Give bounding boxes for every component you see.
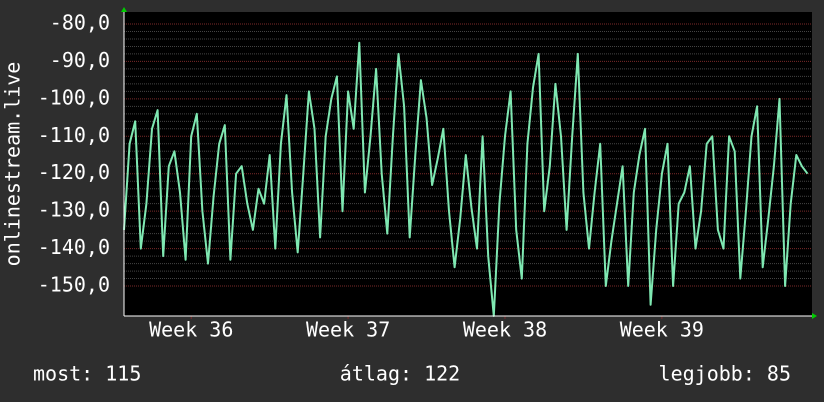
footer-best: legjobb: 85 <box>659 362 791 386</box>
x-tick-label: Week 38 <box>463 318 547 342</box>
y-tick-label: -100,0 <box>38 85 110 109</box>
y-tick-label: -140,0 <box>38 235 110 259</box>
x-axis-arrow <box>812 313 817 319</box>
x-tick-label: Week 37 <box>306 318 390 342</box>
plot-area <box>124 12 812 316</box>
y-tick-label: -120,0 <box>38 160 110 184</box>
y-tick-label: -130,0 <box>38 198 110 222</box>
y-tick-label: -150,0 <box>38 273 110 297</box>
data-line <box>123 41 809 317</box>
y-tick-label: -80,0 <box>50 10 110 34</box>
y-tick-label: -110,0 <box>38 123 110 147</box>
y-axis-label: onlinestream.live <box>1 62 25 267</box>
footer-average: átlag: 122 <box>340 362 460 386</box>
footer-current: most: 115 <box>33 362 141 386</box>
y-tick-label: -90,0 <box>50 48 110 72</box>
y-axis-arrow <box>121 7 127 12</box>
x-tick-label: Week 39 <box>620 318 704 342</box>
x-tick-label: Week 36 <box>149 318 233 342</box>
